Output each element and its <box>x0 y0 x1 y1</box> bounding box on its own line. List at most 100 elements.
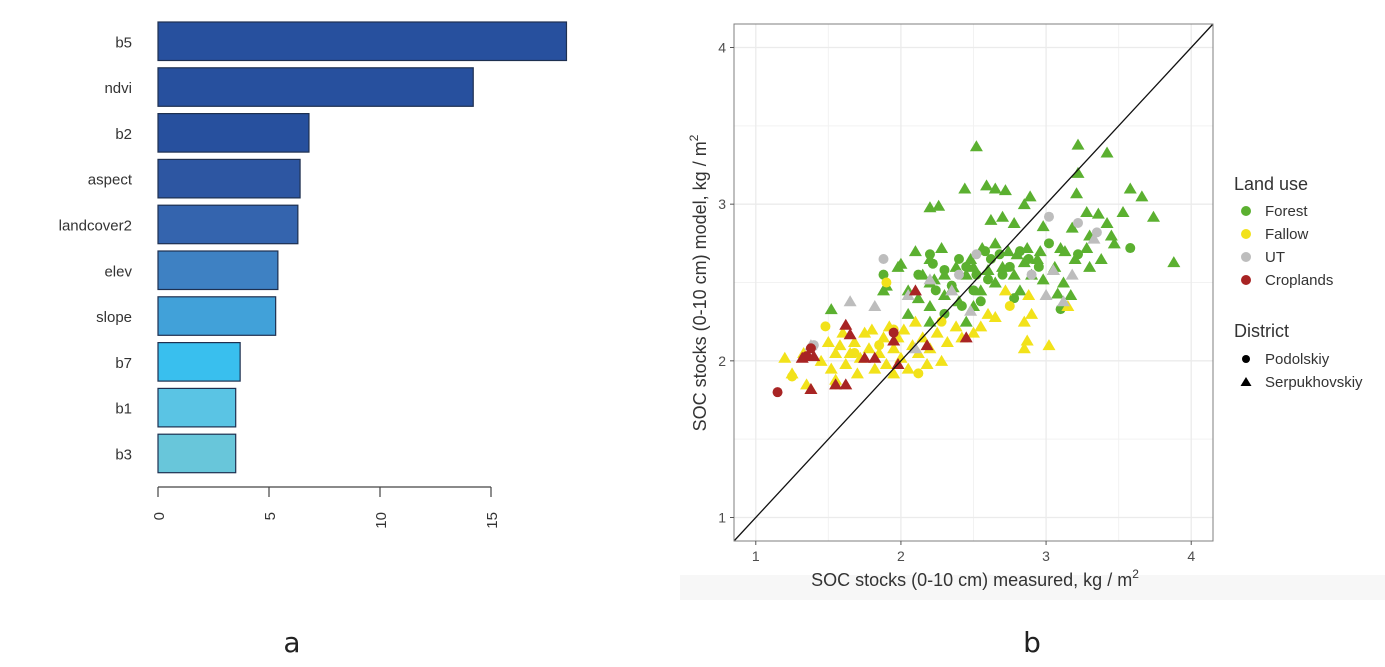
point-forest-serpukhovskiy <box>901 307 915 319</box>
point-forest-serpukhovskiy <box>937 289 951 301</box>
category-label: landcover2 <box>59 217 132 234</box>
point-forest-serpukhovskiy <box>988 182 1002 194</box>
point-fallow-podolskiy <box>820 321 831 332</box>
point-forest-podolskiy <box>1125 243 1136 254</box>
point-forest-serpukhovskiy <box>1104 229 1118 241</box>
point-croplands-serpukhovskiy <box>829 378 843 390</box>
legend-label: Podolskiy <box>1265 351 1330 368</box>
point-fallow-serpukhovskiy <box>981 307 995 319</box>
point-croplands-serpukhovskiy <box>843 328 857 340</box>
point-croplands-serpukhovskiy <box>887 334 901 346</box>
point-forest-serpukhovskiy <box>998 184 1012 196</box>
point-forest-podolskiy <box>953 254 964 264</box>
point-forest-serpukhovskiy <box>1071 138 1085 150</box>
point-ut-podolskiy <box>1073 217 1084 228</box>
point-ut-serpukhovskiy <box>1056 295 1070 307</box>
point-fallow-serpukhovskiy <box>974 320 988 332</box>
x-tick-label: 3 <box>1042 548 1050 564</box>
point-forest-podolskiy <box>975 296 986 307</box>
point-forest-serpukhovskiy <box>824 303 838 315</box>
legend-key-ut <box>1241 252 1251 262</box>
point-forest-serpukhovskiy <box>1051 287 1065 299</box>
point-ut-serpukhovskiy <box>901 289 915 301</box>
category-label: b7 <box>115 355 132 372</box>
point-fallow-serpukhovskiy <box>1025 307 1039 319</box>
point-forest-podolskiy <box>983 274 994 285</box>
point-fallow-serpukhovskiy <box>836 326 850 338</box>
point-ut-serpukhovskiy <box>843 295 857 307</box>
point-fallow-podolskiy <box>913 368 924 379</box>
point-forest-serpukhovskiy <box>1071 166 1085 178</box>
point-forest-serpukhovskiy <box>1091 207 1105 219</box>
point-ut-serpukhovskiy <box>1046 263 1060 275</box>
legend-label: Fallow <box>1265 226 1309 243</box>
point-fallow-serpukhovskiy <box>1022 289 1036 301</box>
category-label: b1 <box>115 401 132 418</box>
legend-title-land-use: Land use <box>1234 174 1308 194</box>
point-fallow-serpukhovskiy <box>778 351 792 363</box>
legend-label: Croplands <box>1265 272 1333 289</box>
point-forest-serpukhovskiy <box>891 260 905 272</box>
legend-label: Forest <box>1265 203 1308 220</box>
point-fallow-serpukhovskiy <box>1020 334 1034 346</box>
y-tick-label: 1 <box>718 510 726 526</box>
x-tick-label: 0 <box>151 512 168 520</box>
point-fallow-serpukhovskiy <box>1017 342 1031 354</box>
point-forest-podolskiy <box>927 258 938 269</box>
category-label: b5 <box>115 34 132 51</box>
point-fallow-serpukhovskiy <box>1017 315 1031 327</box>
point-forest-podolskiy <box>1014 246 1025 257</box>
point-croplands-serpukhovskiy <box>959 331 973 343</box>
point-fallow-serpukhovskiy <box>887 367 901 379</box>
bar-b3 <box>157 433 237 474</box>
point-fallow-serpukhovskiy <box>908 315 922 327</box>
point-forest-podolskiy <box>913 269 924 280</box>
point-croplands-serpukhovskiy <box>804 383 818 395</box>
bar-b2 <box>157 112 310 153</box>
category-label: b2 <box>115 126 132 143</box>
bar-ndvi <box>157 67 474 107</box>
point-forest-serpukhovskiy <box>935 242 949 254</box>
x-tick-label: 5 <box>262 512 279 520</box>
point-forest-podolskiy <box>997 269 1008 280</box>
bar-elev <box>157 250 279 291</box>
y-tick-label: 2 <box>718 353 726 369</box>
point-forest-serpukhovskiy <box>1070 187 1084 199</box>
point-fallow-serpukhovskiy <box>833 339 847 351</box>
bar-b5 <box>157 21 568 62</box>
point-ut-serpukhovskiy <box>1087 232 1101 244</box>
point-fallow-serpukhovskiy <box>877 331 891 343</box>
point-fallow-serpukhovskiy <box>940 336 954 348</box>
x-axis-title: SOC stocks (0-10 cm) measured, kg / m2 <box>811 567 1139 590</box>
point-ut-podolskiy <box>878 254 889 264</box>
point-croplands-serpukhovskiy <box>858 351 872 363</box>
x-axis: 0 5 10 15 <box>151 486 501 529</box>
point-fallow-serpukhovskiy <box>901 362 915 374</box>
category-label: aspect <box>88 172 133 189</box>
point-forest-podolskiy <box>1009 293 1020 304</box>
point-ut-serpukhovskiy <box>1065 268 1079 280</box>
point-forest-serpukhovskiy <box>1080 206 1094 217</box>
legend-title-district: District <box>1234 321 1289 341</box>
point-forest-serpukhovskiy <box>1058 245 1072 257</box>
legend-key-triangle <box>1240 377 1252 386</box>
point-forest-podolskiy <box>956 301 967 311</box>
point-croplands-podolskiy <box>805 343 816 354</box>
point-fallow-serpukhovskiy <box>887 342 901 354</box>
point-forest-serpukhovskiy <box>996 210 1010 222</box>
point-fallow-serpukhovskiy <box>988 310 1002 322</box>
point-forest-serpukhovskiy <box>1094 253 1108 264</box>
point-forest-serpukhovskiy <box>932 199 946 211</box>
legend: Land use Forest Fallow UT Croplands Distric… <box>1234 174 1363 391</box>
point-forest-podolskiy <box>1033 261 1044 272</box>
point-ut-podolskiy <box>953 269 964 280</box>
point-forest-podolskiy <box>924 249 935 260</box>
point-fallow-serpukhovskiy <box>865 323 879 335</box>
point-forest-serpukhovskiy <box>949 260 963 272</box>
point-forest-serpukhovskiy <box>877 284 891 296</box>
point-fallow-serpukhovskiy <box>1042 339 1056 351</box>
y-tick-label: 3 <box>718 196 726 212</box>
point-forest-serpukhovskiy <box>959 315 973 327</box>
point-forest-serpukhovskiy <box>1007 268 1021 280</box>
